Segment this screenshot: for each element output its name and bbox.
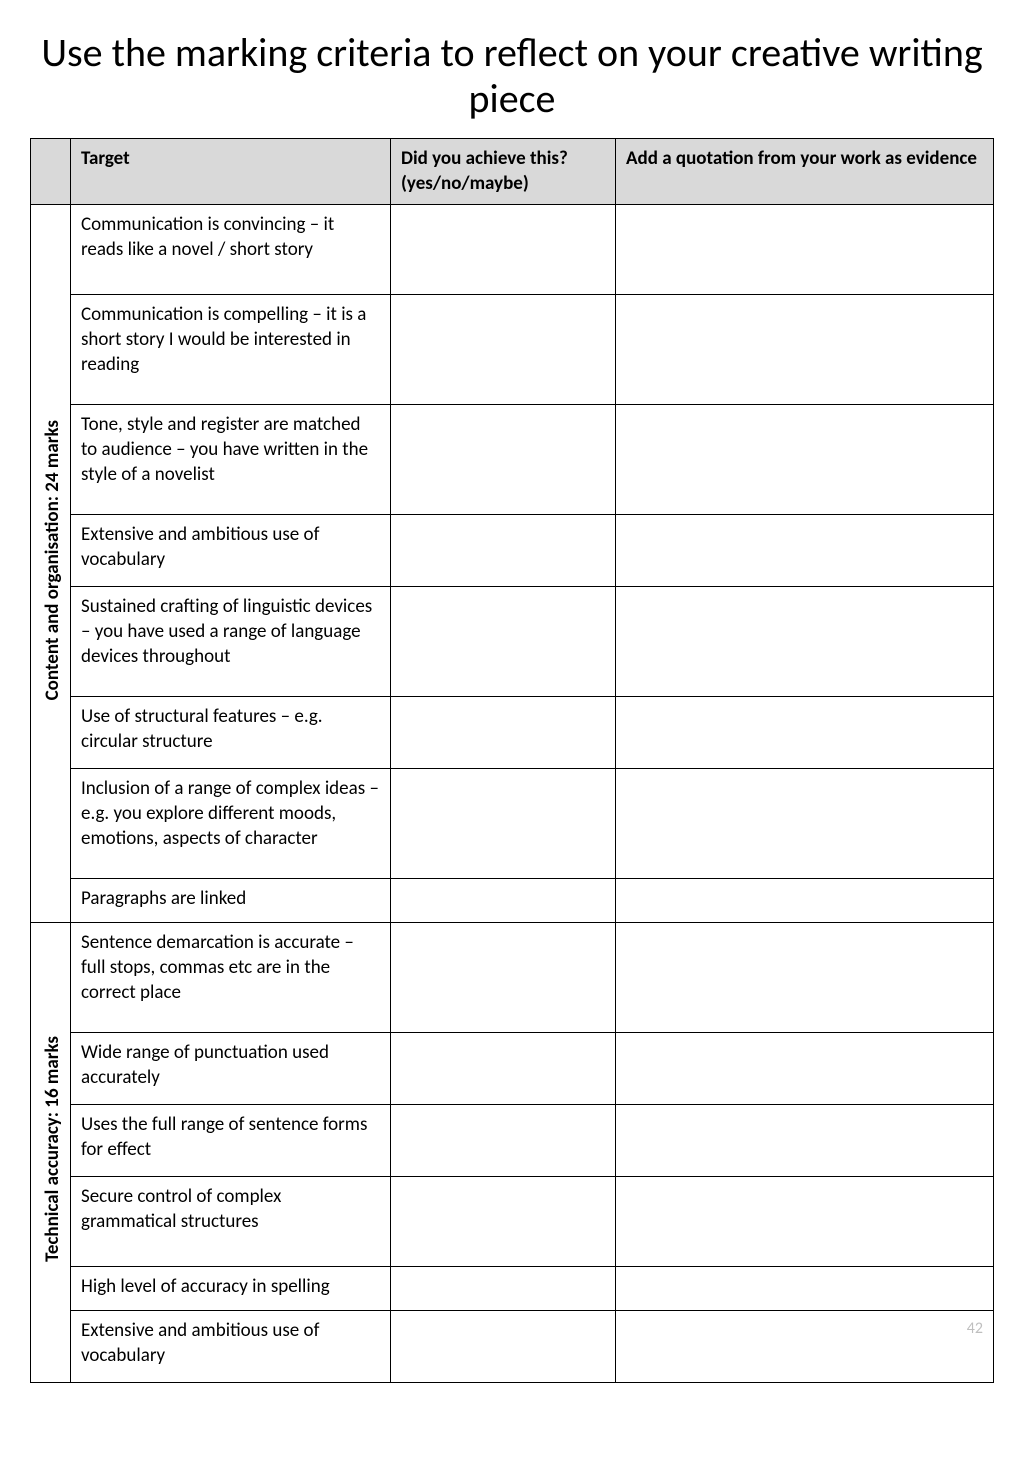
quote-cell[interactable] (616, 515, 994, 587)
page-number: 42 (626, 1319, 983, 1340)
quote-cell[interactable] (616, 923, 994, 1033)
table-row: Secure control of complex grammatical st… (31, 1177, 994, 1267)
section-label: Content and organisation: 24 marks (41, 420, 66, 700)
quote-cell[interactable]: 42 (616, 1311, 994, 1383)
table-row: Extensive and ambitious use of vocabular… (31, 515, 994, 587)
achieve-cell[interactable] (391, 1311, 616, 1383)
section-header-technical: Technical accuracy: 16 marks (31, 923, 71, 1383)
quote-cell[interactable] (616, 697, 994, 769)
rubric-table: Target Did you achieve this? (yes/no/may… (30, 138, 994, 1383)
table-row: Tone, style and register are matched to … (31, 405, 994, 515)
target-cell: Wide range of punctuation used accuratel… (71, 1033, 391, 1105)
target-cell: Uses the full range of sentence forms fo… (71, 1105, 391, 1177)
achieve-cell[interactable] (391, 1033, 616, 1105)
achieve-cell[interactable] (391, 205, 616, 295)
table-row: Technical accuracy: 16 marks Sentence de… (31, 923, 994, 1033)
table-row: Extensive and ambitious use of vocabular… (31, 1311, 994, 1383)
quote-cell[interactable] (616, 405, 994, 515)
table-row: High level of accuracy in spelling (31, 1267, 994, 1311)
quote-cell[interactable] (616, 1105, 994, 1177)
target-cell: Sustained crafting of linguistic devices… (71, 587, 391, 697)
achieve-cell[interactable] (391, 923, 616, 1033)
table-row: Sustained crafting of linguistic devices… (31, 587, 994, 697)
table-row: Content and organisation: 24 marks Commu… (31, 205, 994, 295)
quote-cell[interactable] (616, 1177, 994, 1267)
achieve-cell[interactable] (391, 1177, 616, 1267)
table-row: Use of structural features – e.g. circul… (31, 697, 994, 769)
quote-cell[interactable] (616, 295, 994, 405)
header-achieve: Did you achieve this? (yes/no/maybe) (391, 139, 616, 205)
quote-cell[interactable] (616, 1033, 994, 1105)
section-label: Technical accuracy: 16 marks (41, 1036, 66, 1262)
target-cell: Paragraphs are linked (71, 879, 391, 923)
table-row: Inclusion of a range of complex ideas – … (31, 769, 994, 879)
quote-cell[interactable] (616, 205, 994, 295)
target-cell: Extensive and ambitious use of vocabular… (71, 515, 391, 587)
quote-cell[interactable] (616, 587, 994, 697)
achieve-cell[interactable] (391, 1267, 616, 1311)
achieve-cell[interactable] (391, 515, 616, 587)
achieve-cell[interactable] (391, 295, 616, 405)
header-row: Target Did you achieve this? (yes/no/may… (31, 139, 994, 205)
page-title: Use the marking criteria to reflect on y… (30, 30, 994, 122)
header-quote: Add a quotation from your work as eviden… (616, 139, 994, 205)
achieve-cell[interactable] (391, 769, 616, 879)
achieve-cell[interactable] (391, 697, 616, 769)
quote-cell[interactable] (616, 769, 994, 879)
target-cell: Communication is compelling – it is a sh… (71, 295, 391, 405)
section-header-content: Content and organisation: 24 marks (31, 205, 71, 923)
target-cell: Sentence demarcation is accurate – full … (71, 923, 391, 1033)
quote-cell[interactable] (616, 879, 994, 923)
achieve-cell[interactable] (391, 1105, 616, 1177)
target-cell: Communication is convincing – it reads l… (71, 205, 391, 295)
table-row: Uses the full range of sentence forms fo… (31, 1105, 994, 1177)
target-cell: Inclusion of a range of complex ideas – … (71, 769, 391, 879)
table-row: Paragraphs are linked (31, 879, 994, 923)
target-cell: High level of accuracy in spelling (71, 1267, 391, 1311)
quote-cell[interactable] (616, 1267, 994, 1311)
header-target: Target (71, 139, 391, 205)
achieve-cell[interactable] (391, 879, 616, 923)
achieve-cell[interactable] (391, 587, 616, 697)
table-row: Wide range of punctuation used accuratel… (31, 1033, 994, 1105)
target-cell: Extensive and ambitious use of vocabular… (71, 1311, 391, 1383)
target-cell: Secure control of complex grammatical st… (71, 1177, 391, 1267)
header-blank (31, 139, 71, 205)
target-cell: Tone, style and register are matched to … (71, 405, 391, 515)
target-cell: Use of structural features – e.g. circul… (71, 697, 391, 769)
achieve-cell[interactable] (391, 405, 616, 515)
table-row: Communication is compelling – it is a sh… (31, 295, 994, 405)
